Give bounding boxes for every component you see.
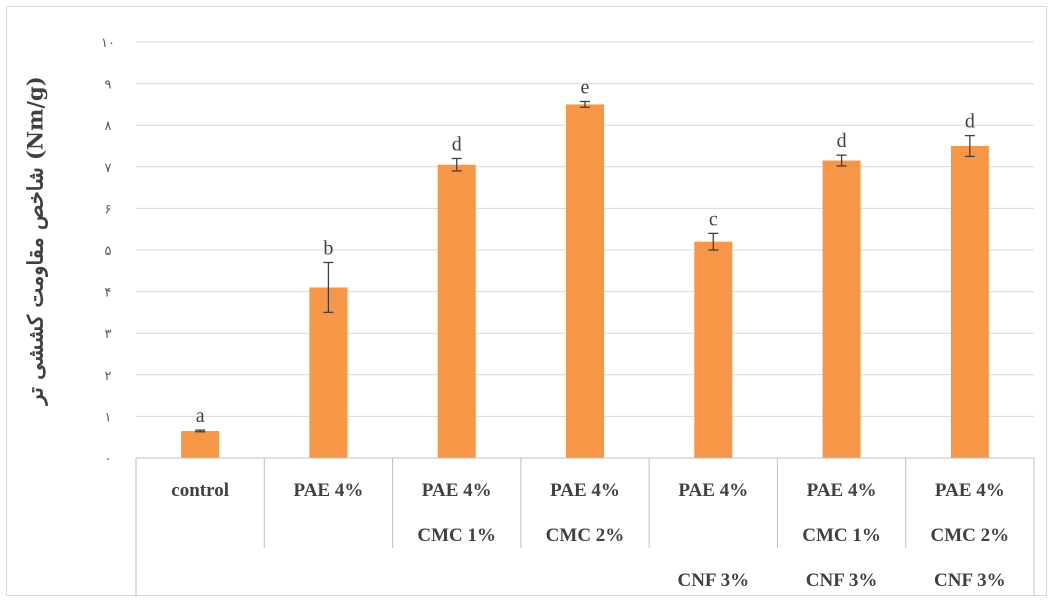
y-tick-label: ۸ [105, 119, 112, 134]
x-category-label: PAE 4% [422, 480, 492, 501]
x-axis: control PAE 4% PAE 4% CMC 1% PAE 4% CMC 2% PAE… [135, 457, 1035, 596]
bar [950, 146, 989, 458]
x-category-label: CMC 2% [931, 525, 1010, 546]
data-label: c [709, 208, 718, 230]
data-label: d [837, 130, 847, 152]
bars [181, 104, 989, 459]
error-bars [195, 100, 975, 433]
bar [694, 241, 733, 458]
x-category-label: CMC 1% [802, 525, 881, 546]
x-category-label: PAE 4% [294, 480, 364, 501]
bar [181, 430, 220, 458]
x-category-label: CMC 1% [417, 525, 496, 546]
y-tick-label: ۶ [105, 202, 112, 217]
y-tick-label: ۴ [105, 286, 112, 301]
x-category-label: PAE 4% [678, 480, 748, 501]
gridlines [136, 41, 1034, 417]
y-tick-label: ۱ [105, 410, 112, 425]
data-label: d [452, 133, 462, 155]
y-tick-label: ۷ [105, 161, 112, 176]
bar [309, 287, 348, 458]
x-category-label: control [171, 480, 229, 501]
y-tick-label: ۵ [105, 244, 112, 259]
x-category-label: PAE 4% [935, 480, 1005, 501]
y-axis-title: شاخص مقاومت کششی تر (Nm/g) [18, 50, 52, 430]
y-tick-label: ۱۰ [101, 36, 115, 51]
y-axis-title-text: شاخص مقاومت کششی تر (Nm/g) [22, 75, 48, 405]
data-label: e [581, 76, 590, 98]
x-category-label: CNF 3% [934, 570, 1006, 591]
data-label: a [196, 405, 205, 427]
y-tick-label: ۳ [105, 327, 112, 342]
x-category-label: CMC 2% [546, 525, 625, 546]
bar [566, 104, 604, 459]
x-category-label: PAE 4% [807, 480, 877, 501]
y-axis-ticks: ۰ ۱ ۲ ۳ ۴ ۵ ۶ ۷ ۸ ۹ ۱۰ [101, 36, 115, 467]
data-label: d [965, 111, 975, 133]
chart-frame [6, 6, 1047, 596]
x-category-label: CNF 3% [806, 570, 878, 591]
data-labels: a b d e c d d [196, 76, 975, 427]
x-category-label: PAE 4% [550, 480, 620, 501]
y-tick-label: ۹ [105, 78, 112, 93]
bar [822, 160, 861, 458]
x-category-label: CNF 3% [677, 570, 749, 591]
y-tick-label: ۲ [105, 369, 112, 384]
bar [437, 164, 476, 458]
data-label: b [323, 237, 333, 259]
y-tick-label: ۰ [105, 452, 112, 467]
